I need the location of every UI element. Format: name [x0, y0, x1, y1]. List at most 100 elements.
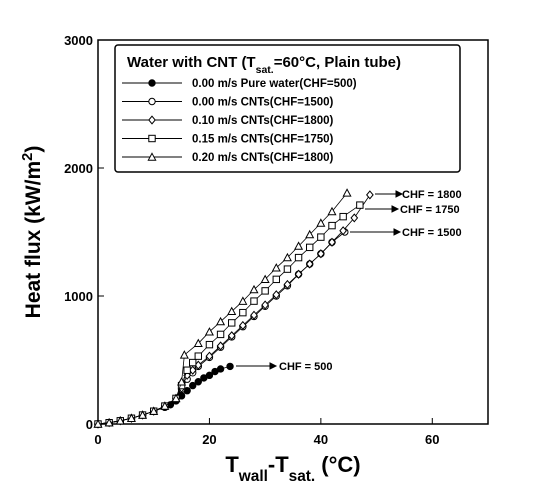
marker — [205, 371, 214, 380]
marker — [305, 229, 315, 239]
x-axis-label-part: (°C) — [315, 452, 360, 477]
marker — [327, 206, 337, 216]
marker — [193, 338, 203, 348]
marker — [283, 279, 292, 290]
y-axis-label-part: ) — [22, 146, 45, 153]
marker — [93, 419, 103, 428]
legend-marker — [148, 134, 156, 143]
y-axis-label-part: 2 — [20, 153, 36, 161]
marker — [189, 381, 197, 390]
x-axis-label-part: -T — [268, 452, 289, 477]
arrow-head — [395, 190, 404, 198]
marker — [317, 249, 325, 259]
marker — [227, 331, 236, 341]
annotation: CHF = 1750 — [400, 204, 460, 216]
marker — [328, 237, 336, 247]
legend-marker — [147, 152, 157, 161]
legend-marker — [148, 79, 156, 87]
marker — [272, 275, 280, 284]
marker — [305, 259, 314, 269]
marker — [239, 308, 247, 317]
marker — [115, 416, 125, 425]
marker — [238, 296, 248, 305]
marker — [339, 226, 347, 236]
y-tick-label: 2000 — [64, 161, 93, 176]
marker — [126, 413, 136, 422]
legend-marker — [148, 115, 156, 125]
arrow-head — [269, 362, 278, 370]
x-axis-label-part: T — [225, 452, 239, 477]
marker — [160, 401, 170, 410]
annotation: CHF = 500 — [279, 361, 333, 373]
marker — [216, 316, 226, 326]
legend-title-part: sat. — [256, 64, 274, 76]
y-tick-label: 3000 — [64, 33, 93, 48]
legend-label: 0.10 m/s CNTs(CHF=1800) — [192, 115, 334, 127]
marker — [216, 341, 225, 351]
marker — [194, 378, 202, 386]
x-tick-label: 60 — [425, 432, 439, 447]
marker — [271, 263, 281, 272]
legend-box — [114, 44, 461, 173]
marker — [177, 377, 187, 386]
marker — [294, 253, 303, 262]
series-line — [97, 192, 348, 425]
legend-label: 0.00 m/s Pure water(CHF=500) — [192, 78, 357, 90]
annotation: CHF = 1800 — [402, 189, 462, 201]
marker — [205, 351, 214, 361]
marker — [171, 393, 181, 403]
marker — [239, 320, 247, 331]
annotation-arrows — [236, 190, 404, 370]
marker — [261, 300, 269, 310]
marker — [104, 417, 114, 427]
x-tick-label: 20 — [202, 432, 216, 447]
marker — [226, 362, 234, 371]
x-axis-label-part: sat. — [289, 468, 316, 485]
x-axis-label: Twall-Tsat. (°C) — [225, 452, 360, 485]
marker — [149, 406, 159, 415]
legend-label: 0.15 m/s CNTs(CHF=1750) — [192, 134, 334, 146]
marker — [216, 365, 225, 373]
marker — [204, 327, 214, 336]
marker — [317, 233, 325, 241]
marker — [260, 274, 270, 284]
annotation: CHF = 1500 — [402, 227, 462, 239]
marker — [216, 330, 225, 339]
marker — [339, 212, 347, 221]
series-line — [97, 231, 346, 425]
marker — [294, 241, 304, 250]
marker — [366, 190, 374, 200]
legend-marker — [148, 97, 156, 106]
y-tick-label: 1000 — [64, 289, 93, 304]
marker — [272, 290, 281, 300]
marker — [282, 252, 292, 262]
marker — [342, 188, 352, 197]
legend-label: 0.00 m/s CNTs(CHF=1500) — [192, 97, 334, 109]
marker — [179, 350, 189, 359]
legend-title-part: =60°C, Plain tube) — [274, 54, 401, 71]
marker — [250, 310, 258, 320]
y-tick-label: 0 — [86, 417, 93, 432]
arrow-head — [391, 205, 400, 213]
x-axis-label-part: wall — [238, 468, 268, 485]
marker — [250, 297, 258, 305]
legend-title-part: Water with CNT (T — [127, 54, 256, 71]
marker — [227, 306, 237, 316]
marker — [194, 352, 202, 360]
y-axis-label-part: Heat flux (kW/m — [22, 161, 45, 319]
marker — [306, 243, 314, 252]
x-tick-label: 0 — [94, 432, 101, 447]
marker — [356, 201, 364, 209]
x-tick-label: 40 — [314, 432, 328, 447]
marker — [261, 287, 269, 295]
marker — [205, 340, 214, 349]
marker — [316, 218, 326, 227]
arrow-head — [393, 228, 402, 236]
legend-title: Water with CNT (Tsat.=60°C, Plain tube) — [127, 54, 401, 76]
marker — [183, 366, 191, 374]
plot-frame — [97, 39, 489, 425]
marker — [138, 410, 148, 419]
marker — [283, 265, 292, 273]
marker — [249, 284, 259, 294]
